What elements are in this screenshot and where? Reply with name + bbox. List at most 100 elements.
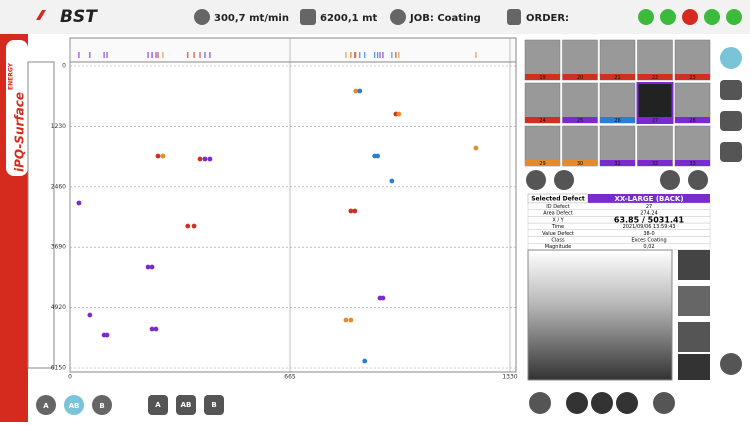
defect-image bbox=[527, 249, 673, 381]
defect-point bbox=[357, 88, 363, 94]
mini-image bbox=[678, 354, 710, 380]
prev-button[interactable] bbox=[554, 170, 574, 190]
tool-button[interactable] bbox=[720, 80, 742, 100]
thumbnail-label: 28 bbox=[689, 118, 695, 124]
defect-table: Selected Defect XX-LARGE (BACK) ID Defect 2… bbox=[527, 193, 711, 250]
thumbnail bbox=[562, 82, 598, 124]
defect-point bbox=[197, 156, 203, 162]
row-value: 38-0 bbox=[643, 231, 654, 237]
order-icon bbox=[507, 9, 521, 25]
logo: BST bbox=[60, 7, 98, 27]
thumbnail-label-bg bbox=[675, 160, 710, 166]
down-button[interactable] bbox=[529, 392, 551, 414]
logo-mark bbox=[36, 10, 46, 20]
thumbnail-label: 27 bbox=[652, 118, 658, 124]
thumbnail-label: 30 bbox=[577, 161, 583, 167]
side-button[interactable] bbox=[92, 395, 112, 415]
last-button[interactable] bbox=[688, 170, 708, 190]
defect-point bbox=[202, 156, 208, 162]
thumbnail-label: 19 bbox=[539, 75, 545, 81]
job: JOB: Coating bbox=[409, 13, 481, 24]
y-tick-label: 6150 bbox=[51, 365, 66, 372]
class-bg bbox=[588, 194, 710, 203]
defect-point bbox=[145, 264, 151, 270]
status-icon[interactable] bbox=[638, 9, 654, 25]
brand-panel bbox=[6, 40, 28, 176]
zoom-out-button[interactable] bbox=[566, 392, 588, 414]
up-button[interactable] bbox=[653, 392, 675, 414]
row-label: ID Defect bbox=[546, 204, 569, 210]
thumbnail-label-bg bbox=[562, 74, 598, 80]
zoom-in-button[interactable] bbox=[616, 392, 638, 414]
defect-point bbox=[207, 156, 213, 162]
defect-point bbox=[396, 111, 402, 117]
brand-super: ENERGY bbox=[8, 62, 15, 90]
tool-button[interactable] bbox=[720, 142, 742, 162]
y-tick-label: 0 bbox=[62, 63, 66, 70]
zoom-reset-button[interactable] bbox=[591, 392, 613, 414]
side-button[interactable] bbox=[64, 395, 84, 415]
thumbnail bbox=[636, 82, 674, 124]
y-tick-label: 4920 bbox=[51, 304, 66, 311]
mini-image bbox=[678, 250, 710, 280]
thumbnail-label: 21 bbox=[614, 75, 620, 81]
nav-buttons bbox=[526, 170, 708, 190]
row-label: Value Defect bbox=[542, 231, 574, 237]
defect-point bbox=[149, 326, 155, 332]
status-icon[interactable] bbox=[726, 9, 742, 25]
y-tick-label: 3690 bbox=[51, 244, 66, 251]
defect-point bbox=[153, 326, 159, 332]
thumbnail-label-bg bbox=[600, 117, 635, 123]
thumbnail-label-bg bbox=[562, 160, 598, 166]
zoom-buttons bbox=[529, 392, 675, 414]
thumbnail-label-bg bbox=[562, 117, 598, 123]
defect-point bbox=[149, 264, 155, 270]
table-head: Selected Defect bbox=[531, 196, 585, 203]
brand: iPQ-Surface bbox=[13, 92, 27, 172]
view-button[interactable] bbox=[204, 395, 224, 415]
defect-point bbox=[160, 153, 166, 159]
status-icon[interactable] bbox=[704, 9, 720, 25]
defect-point bbox=[185, 223, 191, 229]
thumbnail-label-bg bbox=[637, 117, 673, 123]
y-tick-label: 2460 bbox=[51, 183, 66, 190]
side-tools bbox=[720, 47, 742, 375]
view-button-label: B bbox=[211, 401, 216, 409]
defect-point bbox=[353, 88, 359, 94]
next-button[interactable] bbox=[660, 170, 680, 190]
thumbnail-label: 23 bbox=[689, 75, 695, 81]
row-value: Exces Coating bbox=[631, 238, 666, 244]
thumbnail-label-bg bbox=[600, 74, 635, 80]
thumbnail-label: 25 bbox=[577, 118, 583, 124]
row-label: Time bbox=[551, 224, 564, 230]
defect-point bbox=[104, 332, 110, 338]
tool-button[interactable] bbox=[720, 111, 742, 131]
side-button[interactable] bbox=[36, 395, 56, 415]
class-name: XX-LARGE (BACK) bbox=[614, 195, 683, 203]
length: 6200,1 mt bbox=[320, 13, 377, 24]
exit-button[interactable] bbox=[720, 353, 742, 375]
order: ORDER: bbox=[526, 13, 569, 24]
mini-image bbox=[678, 322, 710, 352]
thumbnail-label: 24 bbox=[539, 118, 545, 124]
defect-point bbox=[352, 208, 358, 214]
header-bar bbox=[0, 0, 750, 34]
top-strip bbox=[69, 37, 517, 63]
view-button[interactable] bbox=[176, 395, 196, 415]
bottom-bar: A AB B A AB B bbox=[36, 395, 224, 415]
side-button-label: AB bbox=[69, 402, 80, 410]
thumbnail-label: 31 bbox=[614, 161, 620, 167]
thumbnail-label: 32 bbox=[652, 161, 658, 167]
length-icon bbox=[300, 9, 316, 25]
play-button[interactable] bbox=[720, 47, 742, 69]
view-button[interactable] bbox=[148, 395, 168, 415]
status-icon[interactable] bbox=[660, 9, 676, 25]
thumbnail-grid: 19 20 21 22 23 24 25 26 27 28 29 30 31 32 33 bbox=[524, 39, 711, 167]
x-tick-label: 1330 bbox=[502, 374, 517, 381]
first-button[interactable] bbox=[526, 170, 546, 190]
row-value: 274.24 bbox=[640, 211, 658, 217]
status-icon[interactable] bbox=[682, 9, 698, 25]
